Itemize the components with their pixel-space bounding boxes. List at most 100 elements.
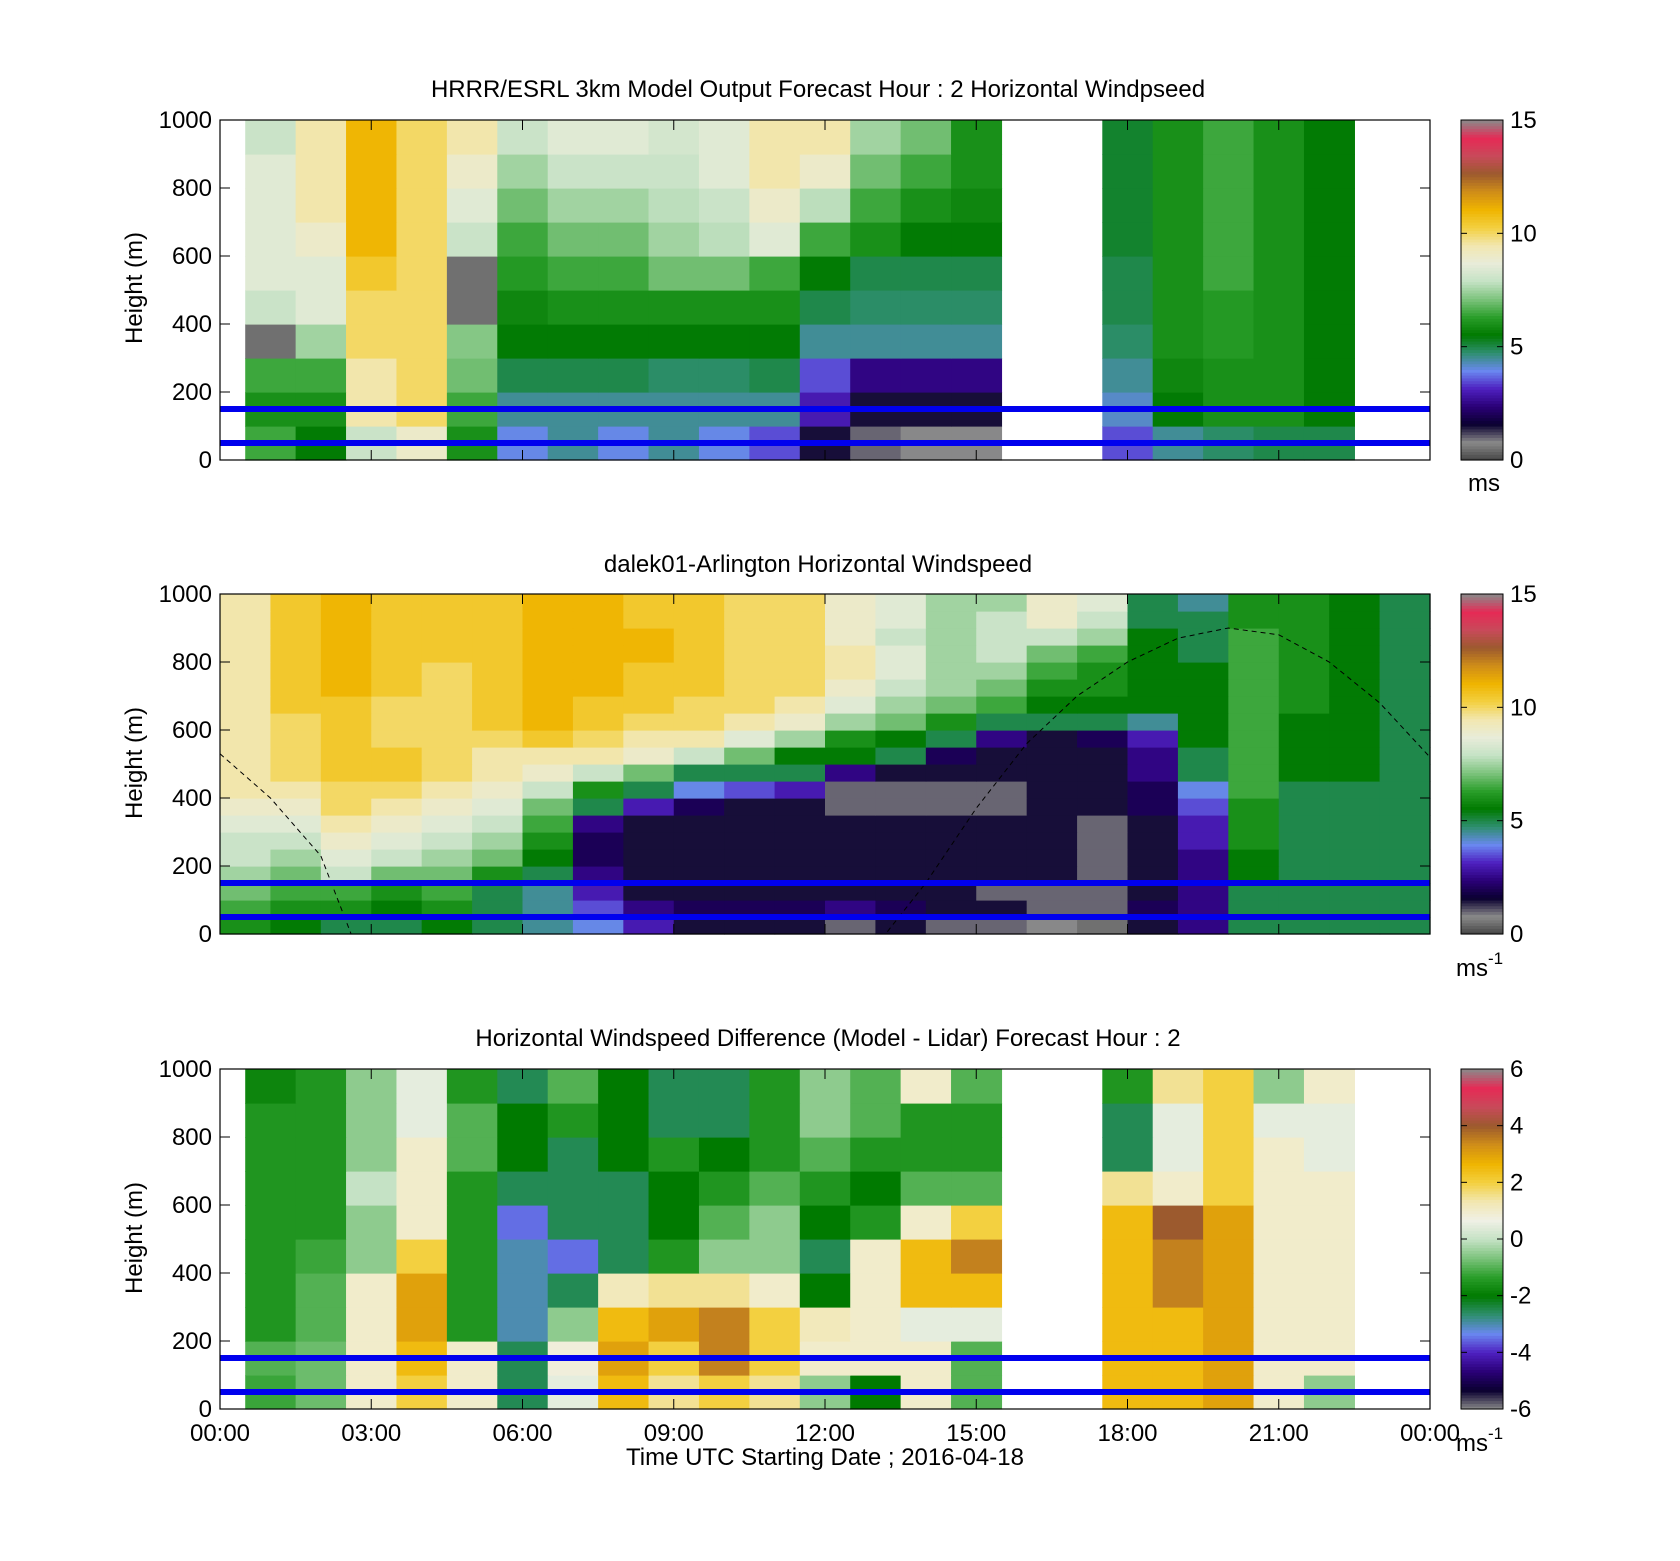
colorbar-swatch [1461, 1148, 1503, 1152]
colorbar-swatch [1461, 307, 1503, 311]
heatmap-cell [648, 1307, 700, 1342]
heatmap-cell [346, 1137, 398, 1172]
colorbar-swatch [1461, 908, 1503, 912]
colorbar-swatch [1461, 800, 1503, 805]
heatmap-cell [472, 594, 524, 612]
heatmap-cell [900, 154, 952, 189]
heatmap-cell [320, 611, 372, 629]
heatmap-cell [320, 594, 372, 612]
colorbar-swatch [1461, 744, 1503, 748]
heatmap-cell [850, 120, 902, 155]
heatmap-cell [295, 290, 347, 325]
heatmap-cell [245, 1307, 297, 1342]
heatmap-cell [320, 815, 372, 833]
colorbar-swatch [1461, 207, 1503, 212]
heatmap-cell [396, 154, 448, 189]
x-tick-label: 06:00 [492, 1420, 552, 1447]
heatmap-cell [1177, 730, 1229, 748]
colorbar-swatch [1461, 434, 1503, 438]
colorbar-swatch [1461, 258, 1503, 263]
heatmap-cell [572, 815, 624, 833]
heatmap-cell [698, 358, 750, 393]
heatmap-cell [245, 358, 297, 393]
colorbar-swatch [1461, 1222, 1503, 1226]
heatmap-cell [1026, 713, 1078, 731]
heatmap-cell [598, 1307, 650, 1342]
heatmap-cell [1026, 781, 1078, 799]
heatmap-cell [572, 764, 624, 782]
heatmap-cell [623, 747, 675, 765]
heatmap-cell [648, 154, 700, 189]
heatmap-cell [598, 1205, 650, 1240]
heatmap-cell [900, 1307, 952, 1342]
heatmap-cell [245, 1273, 297, 1308]
colorbar-swatch [1461, 244, 1503, 249]
heatmap-cell [1203, 256, 1255, 291]
colorbar-swatch [1461, 1287, 1503, 1291]
heatmap-cell [698, 1205, 750, 1240]
heatmap-cell [522, 696, 574, 714]
heatmap-cell [1102, 358, 1154, 393]
colorbar-swatch [1461, 775, 1503, 779]
colorbar-swatch [1461, 253, 1503, 257]
heatmap-cell [220, 645, 272, 663]
heatmap-cell [1152, 1171, 1204, 1206]
colorbar-swatch [1461, 667, 1503, 672]
colorbar-swatch [1461, 1154, 1503, 1158]
heatmap-cell [1379, 594, 1431, 612]
heatmap-cell [749, 1205, 801, 1240]
heatmap-cell [220, 611, 272, 629]
heatmap-cell [396, 188, 448, 223]
heatmap-cell [875, 747, 927, 765]
heatmap-cell [472, 900, 524, 918]
colorbar-swatch [1461, 125, 1503, 130]
colorbar-swatch [1461, 154, 1503, 158]
heatmap-cell [1253, 1239, 1305, 1274]
panel-difference-colorbar-unit: ms-1 [1456, 1424, 1503, 1457]
heatmap-cell [346, 358, 398, 393]
colorbar-swatch [1461, 650, 1503, 655]
heatmap-cell [623, 883, 675, 901]
heatmap-cell [925, 798, 977, 816]
heatmap-cell [673, 645, 725, 663]
heatmap-cell [1329, 781, 1381, 799]
heatmap-cell [774, 645, 826, 663]
heatmap-cell [673, 866, 725, 884]
heatmap-cell [547, 222, 599, 257]
heatmap-cell [245, 1171, 297, 1206]
heatmap-cell [951, 1137, 1003, 1172]
heatmap-cell [774, 832, 826, 850]
heatmap-cell [572, 747, 624, 765]
colorbar-swatch [1461, 868, 1503, 873]
heatmap-cell [1253, 324, 1305, 359]
colorbar-swatch [1461, 188, 1503, 192]
heatmap-cell [295, 358, 347, 393]
heatmap-cell [295, 324, 347, 359]
colorbar-swatch [1461, 673, 1503, 677]
heatmap-cell [497, 1205, 549, 1240]
colorbar-swatch [1461, 633, 1503, 638]
heatmap-cell [875, 730, 927, 748]
heatmap-cell [1077, 883, 1129, 901]
heatmap-cell [673, 713, 725, 731]
colorbar-swatch [1461, 755, 1503, 759]
colorbar-swatch [1461, 295, 1503, 300]
heatmap-cell [270, 781, 322, 799]
colorbar-swatch [1461, 596, 1503, 601]
colorbar-swatch [1461, 137, 1503, 141]
colorbar-swatch [1461, 346, 1503, 351]
heatmap-cell [547, 1205, 599, 1240]
colorbar-swatch [1461, 341, 1503, 345]
colorbar-swatch [1461, 789, 1503, 793]
heatmap-cell [1127, 815, 1179, 833]
heatmap-cell [371, 866, 423, 884]
heatmap-cell [648, 324, 700, 359]
heatmap-cell [245, 290, 297, 325]
heatmap-cell [421, 917, 473, 935]
colorbar-swatch [1461, 698, 1503, 703]
colorbar-swatch [1461, 142, 1503, 147]
heatmap-cell [850, 1273, 902, 1308]
heatmap-cell [825, 730, 877, 748]
colorbar-swatch [1461, 1343, 1503, 1348]
